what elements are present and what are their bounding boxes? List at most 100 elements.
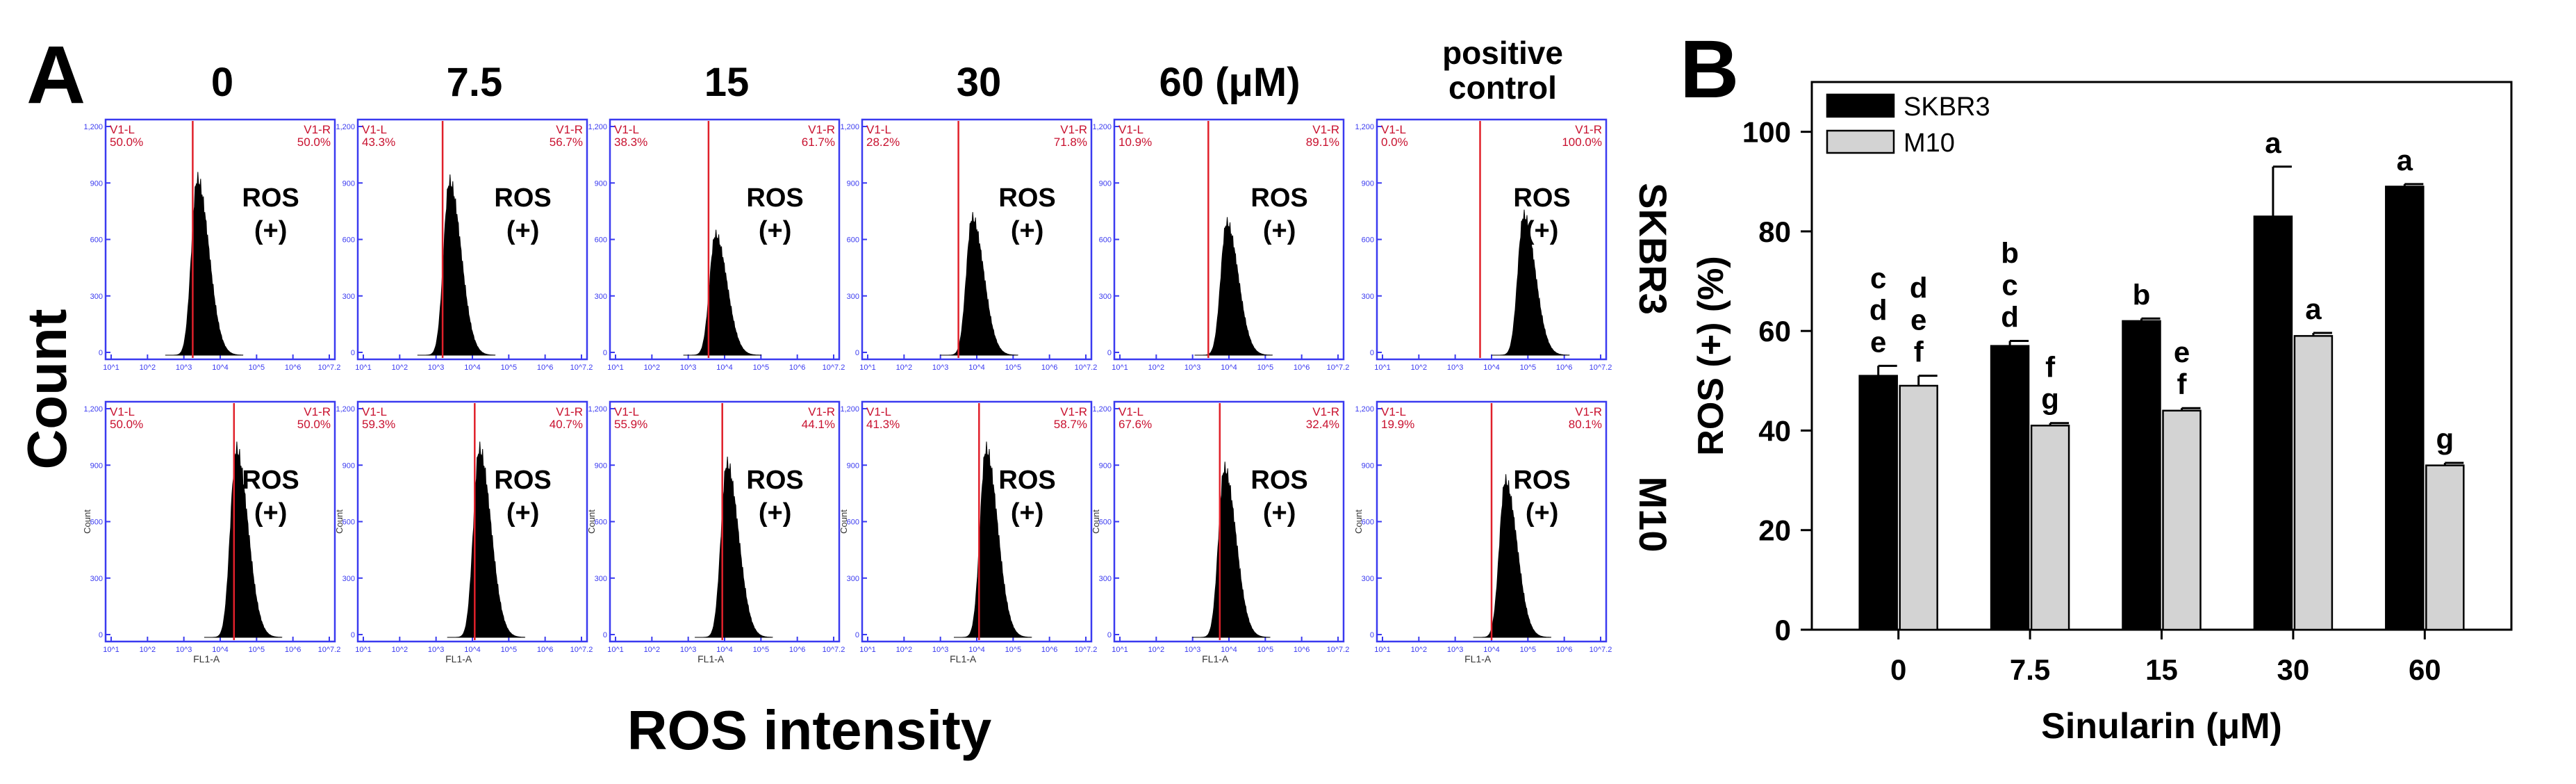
gate-right-percent: 71.8% bbox=[1054, 136, 1087, 149]
y-tick-label: 0 bbox=[99, 631, 103, 639]
dose-label: 15 bbox=[704, 60, 750, 105]
gate-left-percent: 59.3% bbox=[362, 418, 395, 431]
x-tick-label: 10^1 bbox=[1112, 646, 1128, 654]
x-axis-label: FL1-A bbox=[1464, 653, 1492, 664]
bar-m10 bbox=[2293, 335, 2334, 631]
bar-skbr3 bbox=[1858, 375, 1898, 631]
y-tick-label: 900 bbox=[342, 462, 355, 470]
gate-left-percent: 43.3% bbox=[362, 136, 395, 149]
histogram-panel: 1,200 900 600 300 010^1 10^2 10^3 10^4 10^5 10^6 1… bbox=[1353, 400, 1612, 664]
x-tick-label: 10^5 bbox=[249, 364, 265, 372]
gate-right-percent: 100.0% bbox=[1562, 136, 1602, 149]
histogram-frame bbox=[356, 118, 588, 361]
gate-right-percent: 32.4% bbox=[1306, 418, 1339, 431]
x-tick-label: 10^5 bbox=[1257, 646, 1274, 654]
y-tick-label: 600 bbox=[1362, 236, 1374, 245]
gate-left-percent: 55.9% bbox=[614, 418, 647, 431]
y-tick-label: 20 bbox=[1758, 514, 1791, 547]
y-axis-label: Count bbox=[1353, 509, 1364, 534]
x-tick-label: 10^5 bbox=[753, 646, 770, 654]
ros-plus-label: (+) bbox=[759, 498, 792, 528]
x-tick-label: 7.5 bbox=[2010, 653, 2050, 686]
gate-right-percent: 89.1% bbox=[1306, 136, 1339, 149]
y-tick-label: 600 bbox=[595, 518, 607, 527]
significance-letter: c bbox=[2001, 269, 2017, 302]
histogram-peak bbox=[204, 441, 283, 638]
significance-letter: d bbox=[1910, 272, 1928, 304]
histogram-panel: 1,200 900 600 300 010^1 10^2 10^3 10^4 10^5 10^6 1… bbox=[83, 118, 340, 372]
y-tick-label: 900 bbox=[847, 462, 859, 470]
x-tick-label: 10^4 bbox=[1483, 364, 1500, 372]
y-axis-title: ROS (+) (%) bbox=[1691, 256, 1731, 455]
histogram-peak bbox=[683, 229, 762, 356]
gate-right-percent: 50.0% bbox=[297, 136, 331, 149]
ros-label: ROS bbox=[494, 466, 551, 495]
histogram-frame bbox=[1376, 118, 1608, 361]
gate-left-label: V1-L bbox=[866, 123, 891, 136]
legend-swatch-m10 bbox=[1826, 129, 1895, 154]
y-tick-label: 600 bbox=[595, 236, 607, 245]
x-tick-label: 10^4 bbox=[212, 646, 229, 654]
x-tick-label: 10^7.2 bbox=[1075, 364, 1098, 372]
x-tick-label: 10^5 bbox=[1005, 364, 1022, 372]
x-tick-label: 10^2 bbox=[896, 364, 913, 372]
y-tick-label: 1,200 bbox=[83, 405, 103, 414]
y-axis-label: Count bbox=[586, 509, 597, 534]
gate-left-label: V1-L bbox=[1118, 123, 1143, 136]
x-tick-label: 10^6 bbox=[789, 646, 806, 654]
gate-right-label: V1-R bbox=[808, 123, 835, 136]
x-tick-label: 10^3 bbox=[932, 364, 949, 372]
y-tick-label: 40 bbox=[1758, 414, 1791, 447]
x-tick-label: 10^2 bbox=[1411, 646, 1428, 654]
x-tick-label: 10^7.2 bbox=[1327, 646, 1350, 654]
ros-plus-label: (+) bbox=[1263, 216, 1296, 245]
gate-left-percent: 28.2% bbox=[866, 136, 900, 149]
row-label-m10: M10 bbox=[1631, 477, 1675, 553]
legend-label-skbr3: SKBR3 bbox=[1904, 92, 1990, 122]
y-tick-label: 0 bbox=[1107, 349, 1112, 357]
gate-right-label: V1-R bbox=[556, 405, 583, 418]
gate-left-percent: 50.0% bbox=[110, 136, 143, 149]
y-tick-label: 1,200 bbox=[588, 123, 607, 131]
histogram-peak bbox=[447, 441, 526, 638]
significance-letter: b bbox=[2001, 237, 2019, 270]
y-tick-label: 0 bbox=[603, 631, 607, 639]
x-tick-label: 10^1 bbox=[355, 646, 372, 654]
histogram-peak bbox=[695, 456, 773, 638]
x-tick-label: 10^6 bbox=[1294, 364, 1310, 372]
y-tick-label: 600 bbox=[90, 236, 103, 245]
bar-skbr3 bbox=[2122, 320, 2161, 631]
x-tick-label: 10^6 bbox=[1556, 364, 1573, 372]
gate-left-percent: 0.0% bbox=[1381, 136, 1408, 149]
x-tick-label: 60 bbox=[2409, 653, 2441, 686]
gate-right-percent: 61.7% bbox=[802, 136, 835, 149]
x-tick-label: 10^3 bbox=[1447, 646, 1464, 654]
x-axis-label: FL1-A bbox=[697, 653, 725, 664]
significance-letter: e bbox=[1870, 325, 1886, 358]
x-tick-label: 10^1 bbox=[859, 646, 876, 654]
x-tick-label: 10^4 bbox=[716, 364, 733, 372]
x-tick-label: 10^6 bbox=[1294, 646, 1310, 654]
x-tick-label: 10^1 bbox=[1374, 646, 1391, 654]
gate-right-label: V1-R bbox=[304, 123, 331, 136]
x-tick-label: 10^7.2 bbox=[1075, 646, 1098, 654]
x-tick-label: 10^5 bbox=[249, 646, 265, 654]
x-tick-label: 10^2 bbox=[896, 646, 913, 654]
x-tick-label: 10^2 bbox=[140, 364, 156, 372]
gate-left-label: V1-L bbox=[1118, 405, 1143, 418]
ros-plus-label: (+) bbox=[1011, 498, 1044, 528]
ros-plus-label: (+) bbox=[254, 216, 288, 245]
y-tick-label: 300 bbox=[342, 293, 355, 301]
y-tick-label: 300 bbox=[1362, 575, 1374, 583]
histogram-panel: 1,200 900 600 300 010^1 10^2 10^3 10^4 10^5 10^6 1… bbox=[588, 118, 845, 372]
y-tick-label: 1,200 bbox=[588, 405, 607, 414]
ros-plus-label: (+) bbox=[506, 216, 540, 245]
histogram-panel: 1,200 900 600 300 010^1 10^2 10^3 10^4 10^5 10^6 1… bbox=[1355, 118, 1612, 372]
x-axis-label: FL1-A bbox=[193, 653, 220, 664]
gate-right-percent: 40.7% bbox=[550, 418, 583, 431]
y-tick-label: 900 bbox=[595, 462, 607, 470]
gate-left-percent: 41.3% bbox=[866, 418, 900, 431]
significance-letter: f bbox=[2177, 368, 2188, 400]
significance-letter: a bbox=[2265, 126, 2281, 159]
